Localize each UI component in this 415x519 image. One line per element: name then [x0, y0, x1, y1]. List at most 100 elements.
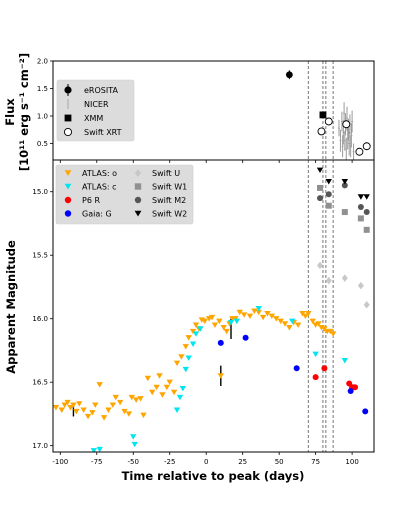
bottom-point-0-33: [178, 354, 185, 360]
bottom-point-0-68: [309, 318, 316, 325]
bottom-point-1-5: [173, 407, 181, 413]
bottom-point-7-0: [316, 167, 324, 174]
bottom-point-6-1: [325, 191, 332, 198]
top-legend-label-3: Swift XRT: [84, 128, 122, 137]
bottom-point-0-9: [84, 413, 92, 420]
bottom-legend-label-7: Swift W2: [152, 210, 187, 219]
bottom-point-0-4: [67, 405, 74, 411]
bottom-legend-marker-shape-1: [64, 183, 72, 190]
top-ytick-label-2: 1.5: [37, 85, 48, 93]
bottom-ytick-label-0: 15.0: [32, 188, 48, 196]
bottom-point-7-3: [357, 194, 365, 200]
bottom-ytick-label-2: 16.0: [32, 315, 48, 323]
bottom-point-5-2: [341, 209, 348, 216]
bottom-point-0-23: [140, 412, 147, 419]
bottom-legend-label-1: ATLAS: c: [82, 183, 117, 192]
top-point-0-0: [285, 71, 293, 79]
bottom-point-0-42: [208, 314, 216, 321]
bottom-point-1-9: [185, 355, 192, 361]
bottom-point-0-25: [149, 389, 156, 396]
bottom-point-0-46: [220, 325, 227, 331]
top-series-erosita: [285, 70, 293, 80]
bottom-point-0-31: [170, 389, 178, 396]
bottom-legend-label-0: ATLAS: o: [82, 169, 117, 178]
bottom-point-1-16: [289, 318, 296, 325]
bottom-xtick-label-8: 100: [345, 458, 358, 466]
bottom-point-6-2: [341, 182, 348, 189]
bottom-point-1-6: [176, 394, 184, 401]
bottom-series-atlas-o: [53, 308, 337, 421]
bottom-point-1-13: [227, 319, 235, 326]
bottom-legend-label-3: Gaia: G: [82, 210, 112, 219]
bottom-point-0-35: [185, 335, 192, 341]
bottom-point-0-66: [302, 313, 309, 320]
top-point-3-3: [355, 147, 364, 156]
top-legend-marker-shape-2: [64, 114, 72, 122]
bottom-legend-marker-2: [64, 196, 72, 204]
bottom-point-0-27: [156, 373, 163, 379]
bottom-xtick-label-4: 0: [204, 458, 208, 466]
bottom-point-3-1: [242, 334, 249, 341]
bottom-point-0-20: [128, 394, 135, 401]
bottom-legend-label-5: Swift W1: [152, 183, 187, 192]
bottom-data: [53, 167, 370, 452]
bottom-point-7-1: [325, 179, 332, 185]
bottom-axes-frame: [52, 159, 375, 453]
bottom-point-0-18: [121, 408, 128, 415]
bottom-point-1-18: [341, 358, 349, 364]
top-ytick-label-1: 1.0: [37, 113, 48, 121]
top-ytick-label-0: 0.5: [37, 140, 48, 148]
bottom-legend: [55, 164, 194, 225]
bottom-point-0-22: [137, 396, 144, 402]
bottom-point-0-19: [125, 411, 133, 417]
bottom-point-4-1: [325, 276, 332, 285]
bottom-point-0-26: [153, 384, 160, 391]
bottom-point-0-12: [96, 382, 103, 388]
bottom-legend-marker-shape-3: [64, 210, 72, 217]
bottom-series-swift-w1: [317, 184, 370, 233]
bottom-series-p6-r: [312, 365, 359, 391]
bottom-point-0-0: [53, 405, 60, 411]
bottom-point-1-4: [131, 441, 138, 448]
top-ytick-label-3: 2.0: [37, 58, 48, 66]
bottom-point-3-3: [347, 388, 354, 395]
bottom-point-4-0: [317, 261, 324, 270]
bottom-point-5-3: [357, 215, 364, 222]
bottom-point-1-2: [96, 446, 103, 452]
bottom-point-0-47: [223, 328, 230, 335]
bottom-point-7-4: [363, 194, 370, 200]
top-legend-label-0: eROSITA: [84, 86, 118, 95]
bottom-point-0-10: [89, 410, 96, 416]
bottom-legend-marker-6: [134, 196, 142, 204]
bottom-legend-label-2: P6 R: [82, 196, 100, 205]
bottom-legend-marker-4: [134, 169, 142, 177]
bottom-legend-marker-0: [64, 170, 72, 177]
top-legend-marker-0: [64, 84, 72, 96]
bottom-point-0-45: [217, 373, 224, 379]
bottom-point-0-43: [211, 322, 219, 328]
bottom-point-1-15: [255, 305, 262, 312]
bottom-point-0-3: [64, 399, 71, 406]
top-point-3-4: [362, 142, 371, 151]
bottom-series-swift-w2: [316, 167, 370, 200]
bottom-point-4-2: [341, 274, 348, 282]
bottom-point-0-62: [286, 325, 293, 331]
bottom-point-0-51: [236, 309, 243, 316]
bottom-point-3-0: [217, 339, 224, 346]
bottom-legend-marker-shape-0: [64, 170, 72, 177]
bottom-legend-marker-shape-5: [134, 183, 142, 190]
bottom-point-6-3: [357, 203, 364, 210]
bottom-point-0-75: [329, 331, 337, 337]
top-point-2-0: [319, 111, 327, 119]
bottom-point-0-8: [80, 407, 87, 413]
bottom-point-0-53: [246, 313, 254, 320]
top-point-3-2: [342, 120, 351, 129]
bottom-point-0-1: [58, 407, 65, 413]
bottom-point-5-4: [363, 226, 370, 233]
bottom-point-2-4: [352, 384, 359, 391]
bottom-point-0-15: [109, 402, 117, 408]
bottom-point-0-2: [61, 402, 68, 408]
bottom-legend-marker-5: [134, 183, 142, 190]
bottom-point-0-21: [132, 397, 140, 403]
bottom-point-0-70: [315, 321, 322, 327]
